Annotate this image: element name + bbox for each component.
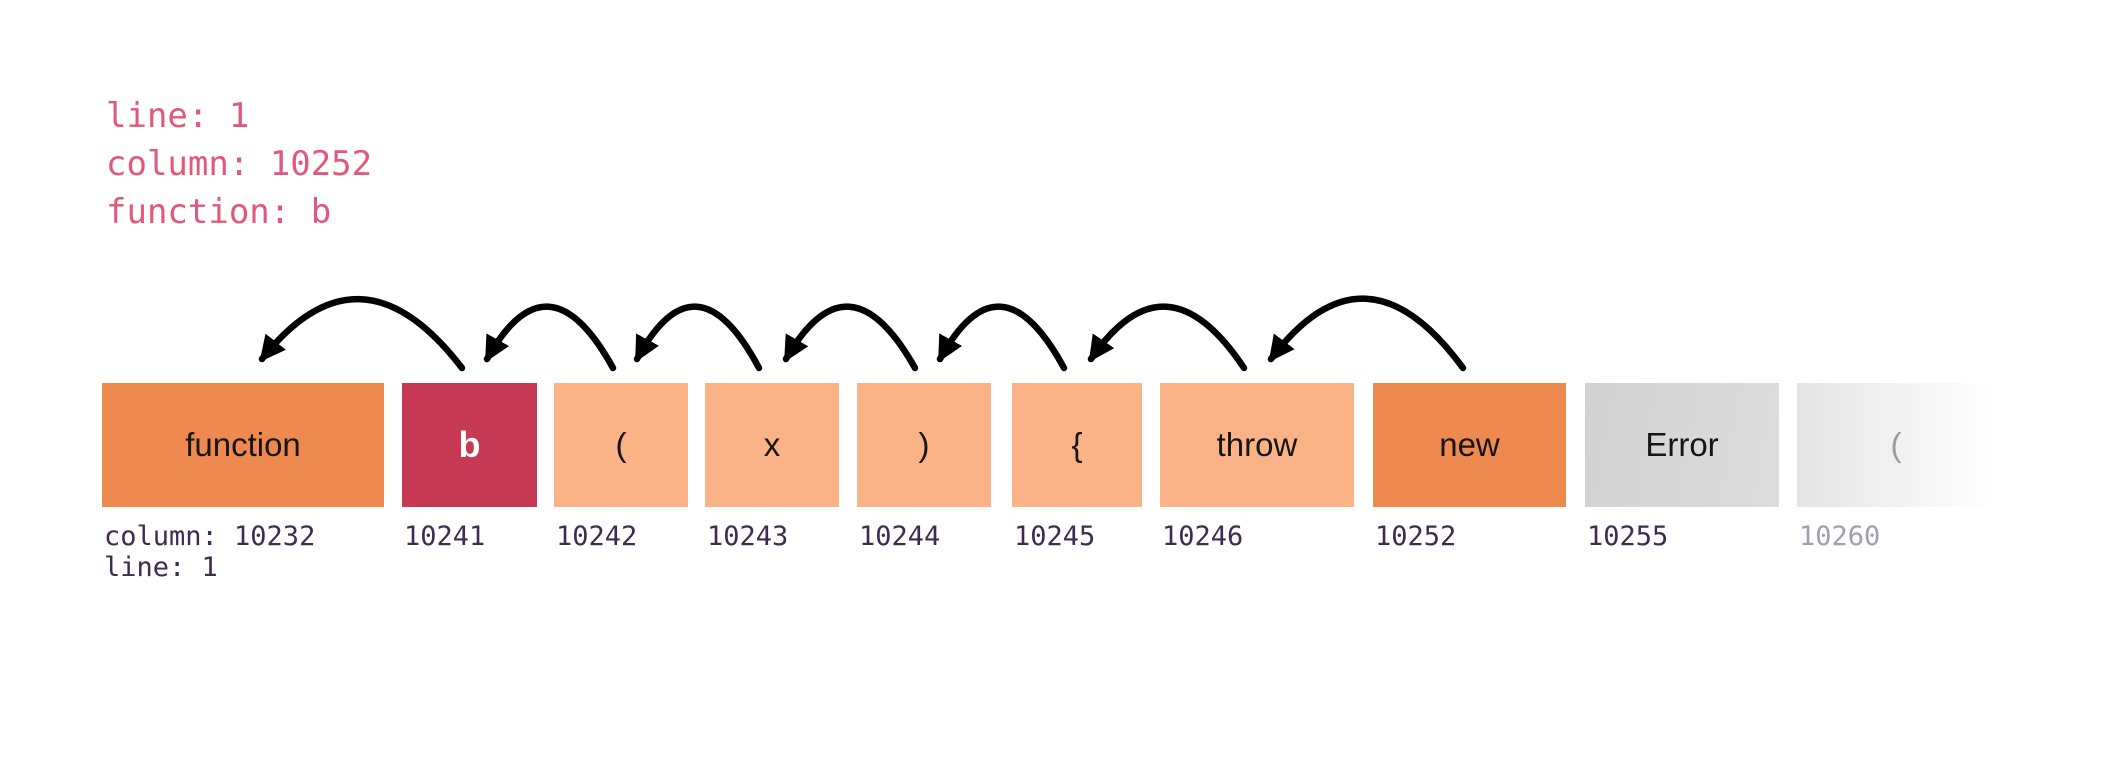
token-position-label: 10260 <box>1799 521 1880 552</box>
token-text: throw <box>1216 426 1298 463</box>
token-position-label: 10241 <box>404 521 485 552</box>
token-open-paren[interactable]: ( <box>554 383 688 507</box>
token-position-label-line: column: 10232 <box>104 521 316 552</box>
token-position-label-line: 10246 <box>1162 521 1244 552</box>
backtrack-arrow <box>1267 295 1467 372</box>
info-line: function: b <box>106 192 332 232</box>
token-position-label: 10243 <box>707 521 788 552</box>
token-close-paren[interactable]: ) <box>857 383 991 507</box>
token-position-label: 10252 <box>1375 521 1456 552</box>
token-function-keyword[interactable]: function <box>102 383 384 507</box>
token-text: ( <box>1890 426 1902 463</box>
token-identifier-x[interactable]: x <box>705 383 839 507</box>
token-identifier-b[interactable]: b <box>402 383 537 507</box>
token-position-label: column: 10232 line: 1 <box>104 521 315 583</box>
token-position-label-line: 10243 <box>707 521 789 552</box>
token-position-label-line: line: 1 <box>104 552 218 583</box>
token-position-label: 10245 <box>1014 521 1095 552</box>
token-position-label-line: 10252 <box>1375 521 1457 552</box>
token-position-label-line: 10260 <box>1799 521 1881 552</box>
token-position-label-line: 10255 <box>1587 521 1669 552</box>
token-throw-keyword[interactable]: throw <box>1160 383 1354 507</box>
token-position-label: 10255 <box>1587 521 1668 552</box>
token-text: function <box>185 426 301 463</box>
token-text: ) <box>918 426 930 463</box>
backtrack-arrow <box>483 303 617 372</box>
backtrack-arrow <box>633 303 763 372</box>
token-open-brace[interactable]: { <box>1012 383 1142 507</box>
token-error-identifier[interactable]: Error <box>1585 383 1779 507</box>
token-new-keyword[interactable]: new <box>1373 383 1566 507</box>
backtrack-arrow <box>782 303 919 372</box>
token-text: { <box>1071 426 1083 463</box>
token-position-label: 10242 <box>556 521 637 552</box>
token-open-paren-faded[interactable]: ( <box>1797 383 1995 507</box>
token-position-label: 10246 <box>1162 521 1243 552</box>
info-line: line: 1 <box>106 96 250 136</box>
token-text: x <box>763 426 781 463</box>
token-text: ( <box>615 426 627 463</box>
token-position-label-line: 10241 <box>404 521 486 552</box>
token-text: Error <box>1645 426 1719 463</box>
backtrack-arrow <box>936 303 1068 372</box>
token-position-label: 10244 <box>859 521 940 552</box>
token-position-label-line: 10242 <box>556 521 638 552</box>
backtrack-arrow <box>1087 303 1248 372</box>
token-text: new <box>1439 426 1500 463</box>
backtrack-arrow <box>258 295 466 372</box>
token-position-label-line: 10244 <box>859 521 941 552</box>
token-position-label-line: 10245 <box>1014 521 1096 552</box>
info-line: column: 10252 <box>106 144 373 184</box>
selected-token-info-panel: line: 1 column: 10252 function: b <box>106 92 372 236</box>
token-text: b <box>458 424 481 465</box>
